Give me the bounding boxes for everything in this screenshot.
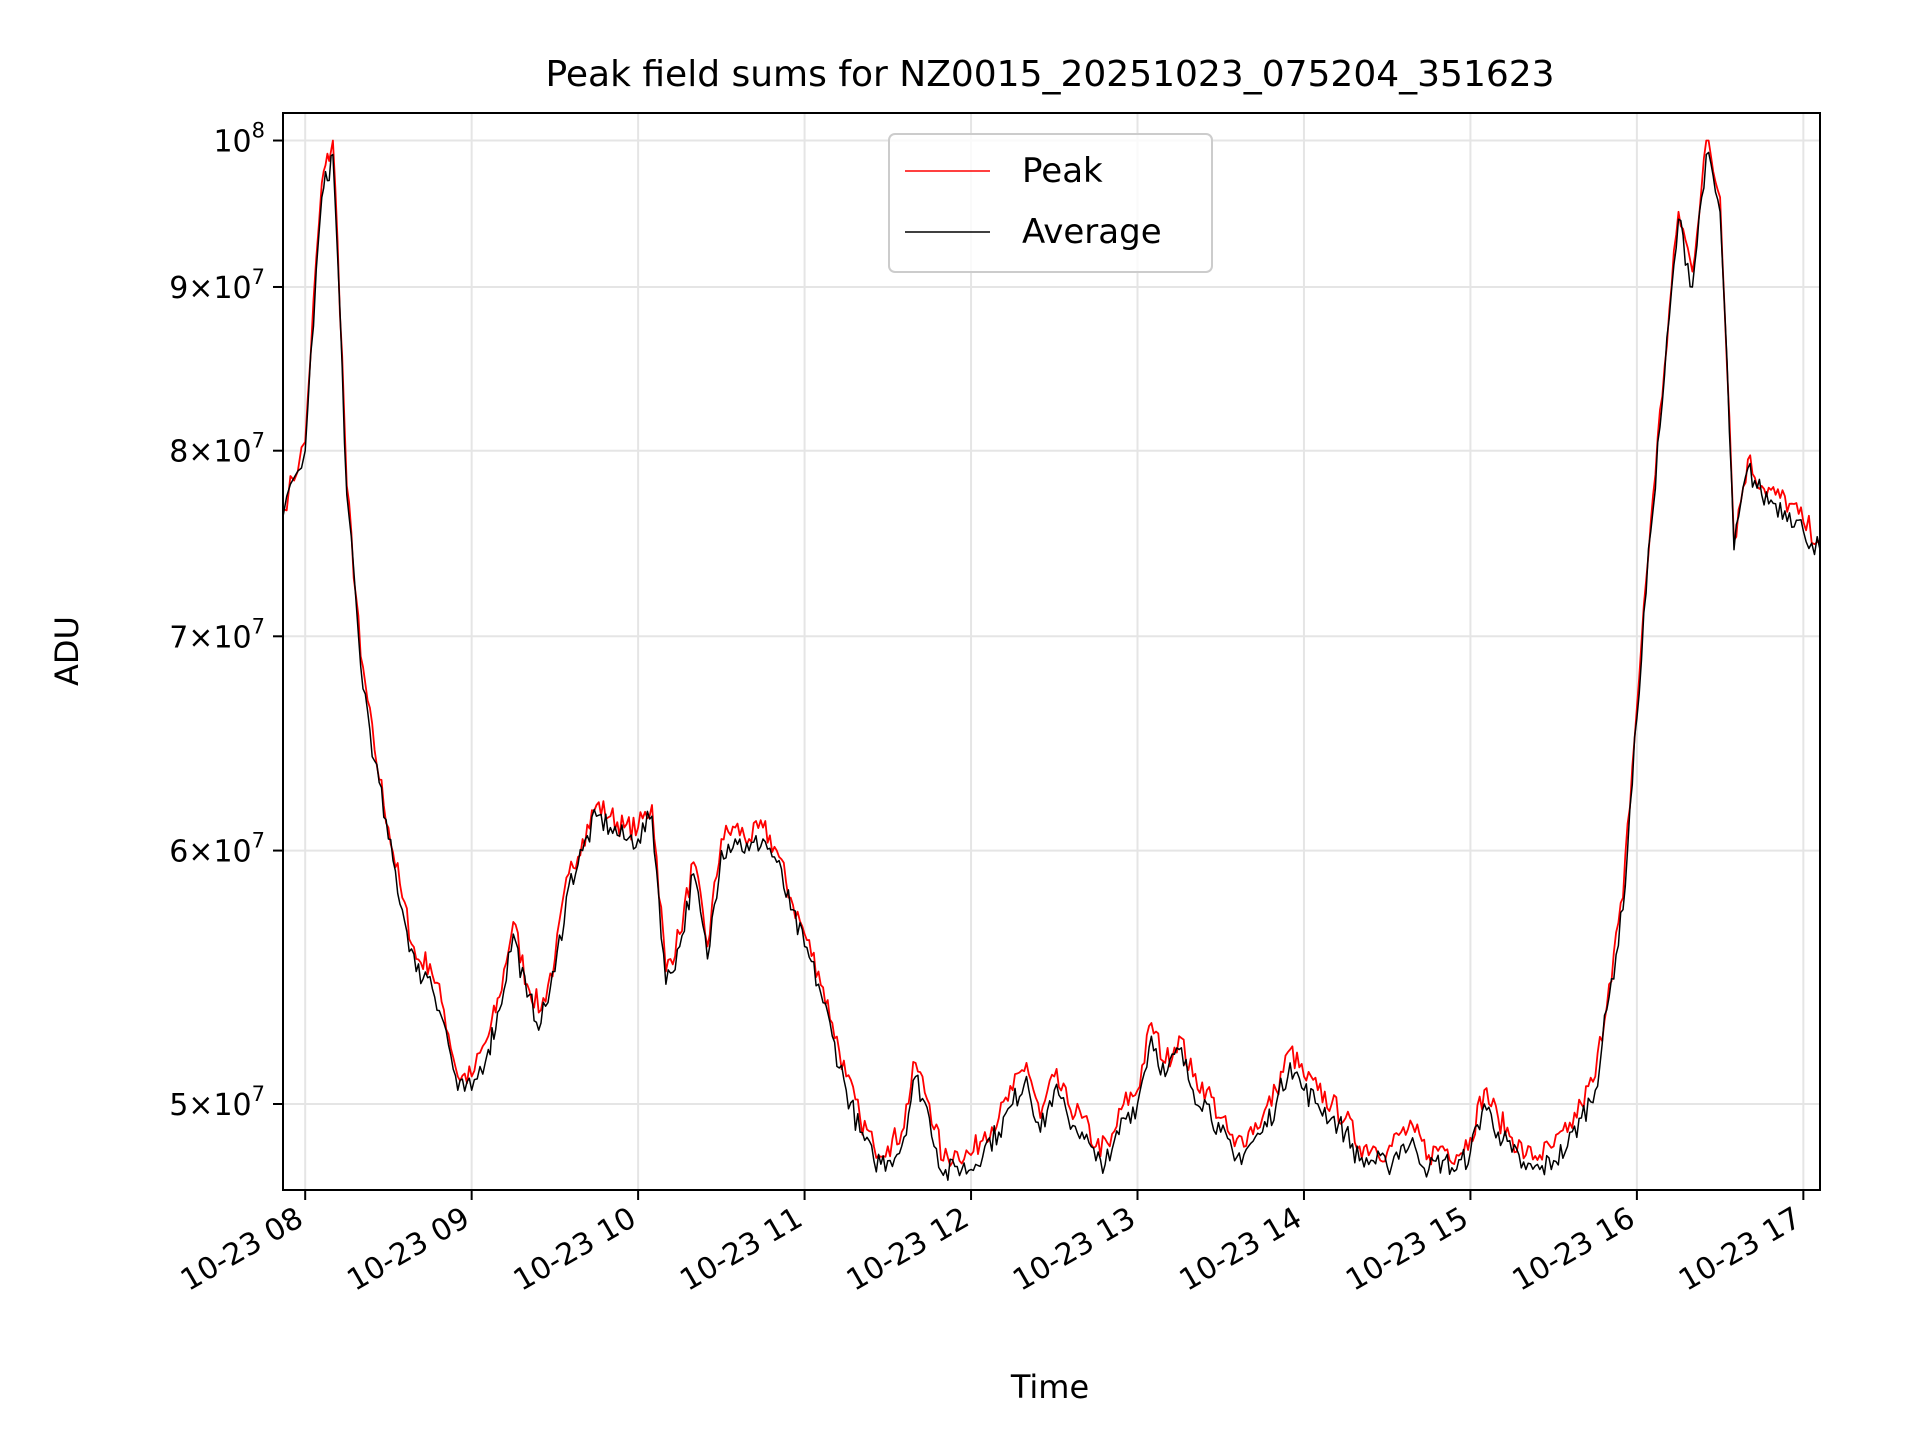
- legend-frame: [888, 133, 1213, 273]
- y-tick-label: 8×107: [169, 429, 265, 470]
- y-tick-label: 9×107: [169, 265, 265, 306]
- y-tick-label: 5×107: [169, 1082, 265, 1123]
- plot-area-background: [283, 113, 1820, 1190]
- series-line-peak: [282, 139, 1821, 1167]
- y-tick-label: 7×107: [169, 614, 265, 655]
- chart-title: Peak field sums for NZ0015_20251023_0752…: [545, 54, 1554, 95]
- legend-label-average: Average: [1022, 212, 1162, 252]
- y-axis-label: ADU: [48, 616, 86, 686]
- x-axis-label: Time: [1010, 1368, 1089, 1406]
- series-line-average: [282, 151, 1821, 1181]
- legend: Peak Average: [888, 133, 1213, 273]
- series-lines: [282, 139, 1821, 1181]
- plot-frame: [282, 112, 1821, 1191]
- y-tick-label: 6×107: [169, 829, 265, 870]
- legend-label-peak: Peak: [1022, 151, 1103, 191]
